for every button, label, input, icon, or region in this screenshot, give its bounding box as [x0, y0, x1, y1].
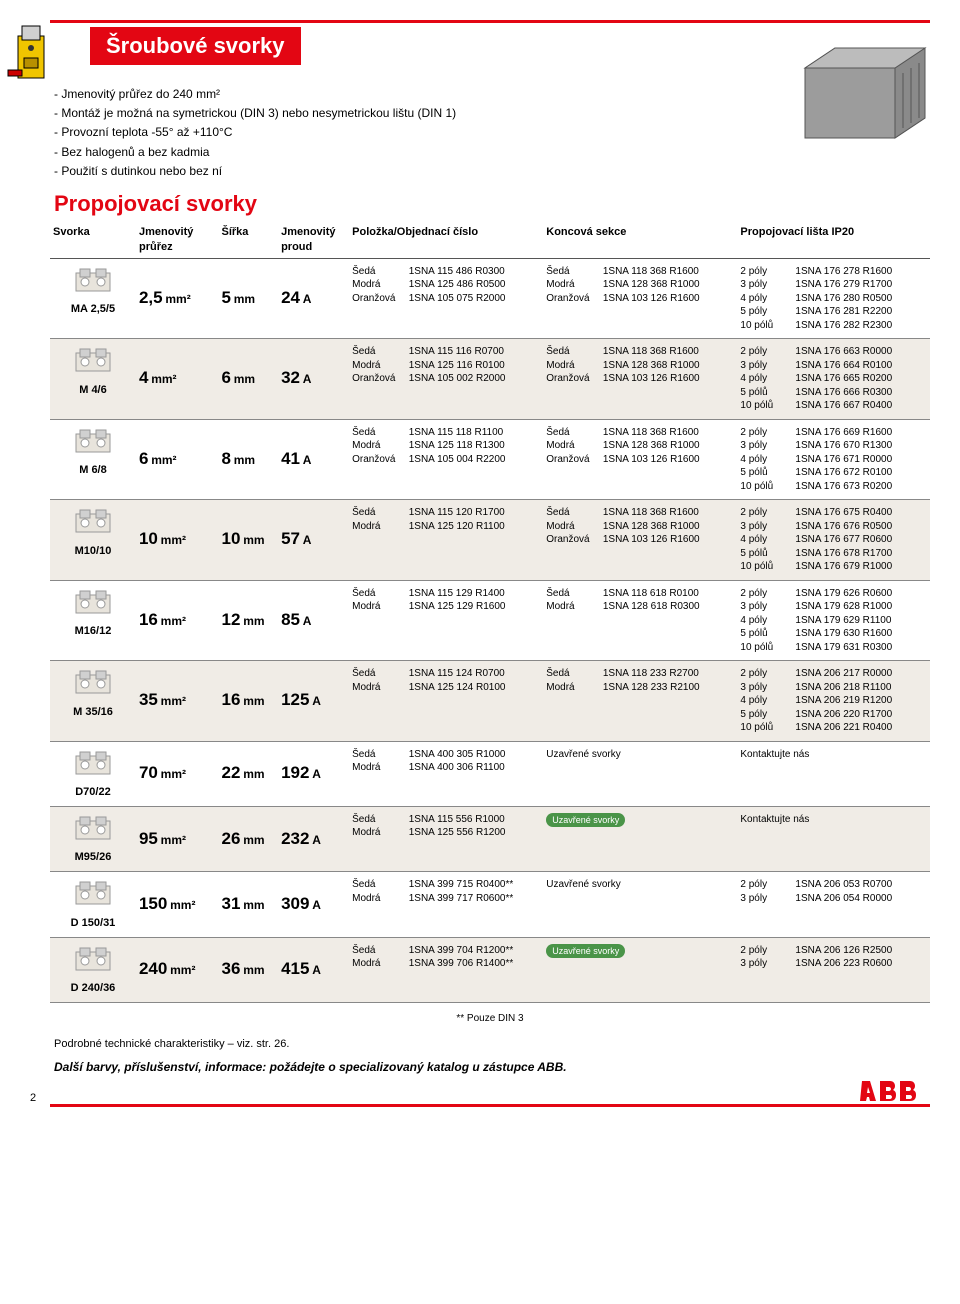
table-row: D 150/31150 mm²31 mm309 AŠedáModrá1SNA 3…: [50, 872, 930, 937]
terminal-icon: [0, 18, 60, 88]
table-header: Svorka Jmenovitý průřez Šířka Jmenovitý …: [50, 223, 930, 258]
table-row: D 240/36240 mm²36 mm415 AŠedáModrá1SNA 3…: [50, 937, 930, 1002]
bottom-note: Podrobné technické charakteristiky – viz…: [54, 1038, 930, 1050]
top-accent: [50, 20, 930, 23]
col-svorka: Svorka: [50, 223, 136, 258]
subtitle: Propojovací svorky: [54, 191, 930, 217]
page-title: Šroubové svorky: [90, 27, 301, 65]
table-row: D70/2270 mm²22 mm192 AŠedáModrá1SNA 400 …: [50, 741, 930, 806]
table-row: M 6/86 mm²8 mm41 AŠedáModráOranžová1SNA …: [50, 419, 930, 500]
footnote: ** Pouze DIN 3: [50, 1013, 930, 1024]
table-row: M 4/64 mm²6 mm32 AŠedáModráOranžová1SNA …: [50, 339, 930, 420]
col-lista: Propojovací lišta IP20: [737, 223, 930, 258]
terminal-table: Svorka Jmenovitý průřez Šířka Jmenovitý …: [50, 223, 930, 1003]
table-row: MA 2,5/52,5 mm²5 mm24 AŠedáModráOranžová…: [50, 258, 930, 339]
product-image: [775, 28, 930, 163]
col-koncova: Koncová sekce: [543, 223, 737, 258]
table-row: M95/2695 mm²26 mm232 AŠedáModrá1SNA 115 …: [50, 806, 930, 871]
table-row: M10/1010 mm²10 mm57 AŠedáModrá1SNA 115 1…: [50, 500, 930, 581]
bottom-accent: [50, 1104, 930, 1107]
table-row: M16/1216 mm²12 mm85 AŠedáModrá1SNA 115 1…: [50, 580, 930, 661]
page-number: 2: [30, 1092, 36, 1104]
col-proud: Jmenovitý proud: [278, 223, 349, 258]
col-prurez: Jmenovitý průřez: [136, 223, 219, 258]
abb-logo: [860, 1079, 930, 1107]
table-row: M 35/1635 mm²16 mm125 AŠedáModrá1SNA 115…: [50, 661, 930, 742]
col-polozka: Položka/Objednací číslo: [349, 223, 543, 258]
bottom-bold: Další barvy, příslušenství, informace: p…: [54, 1060, 930, 1074]
col-sirka: Šířka: [218, 223, 278, 258]
